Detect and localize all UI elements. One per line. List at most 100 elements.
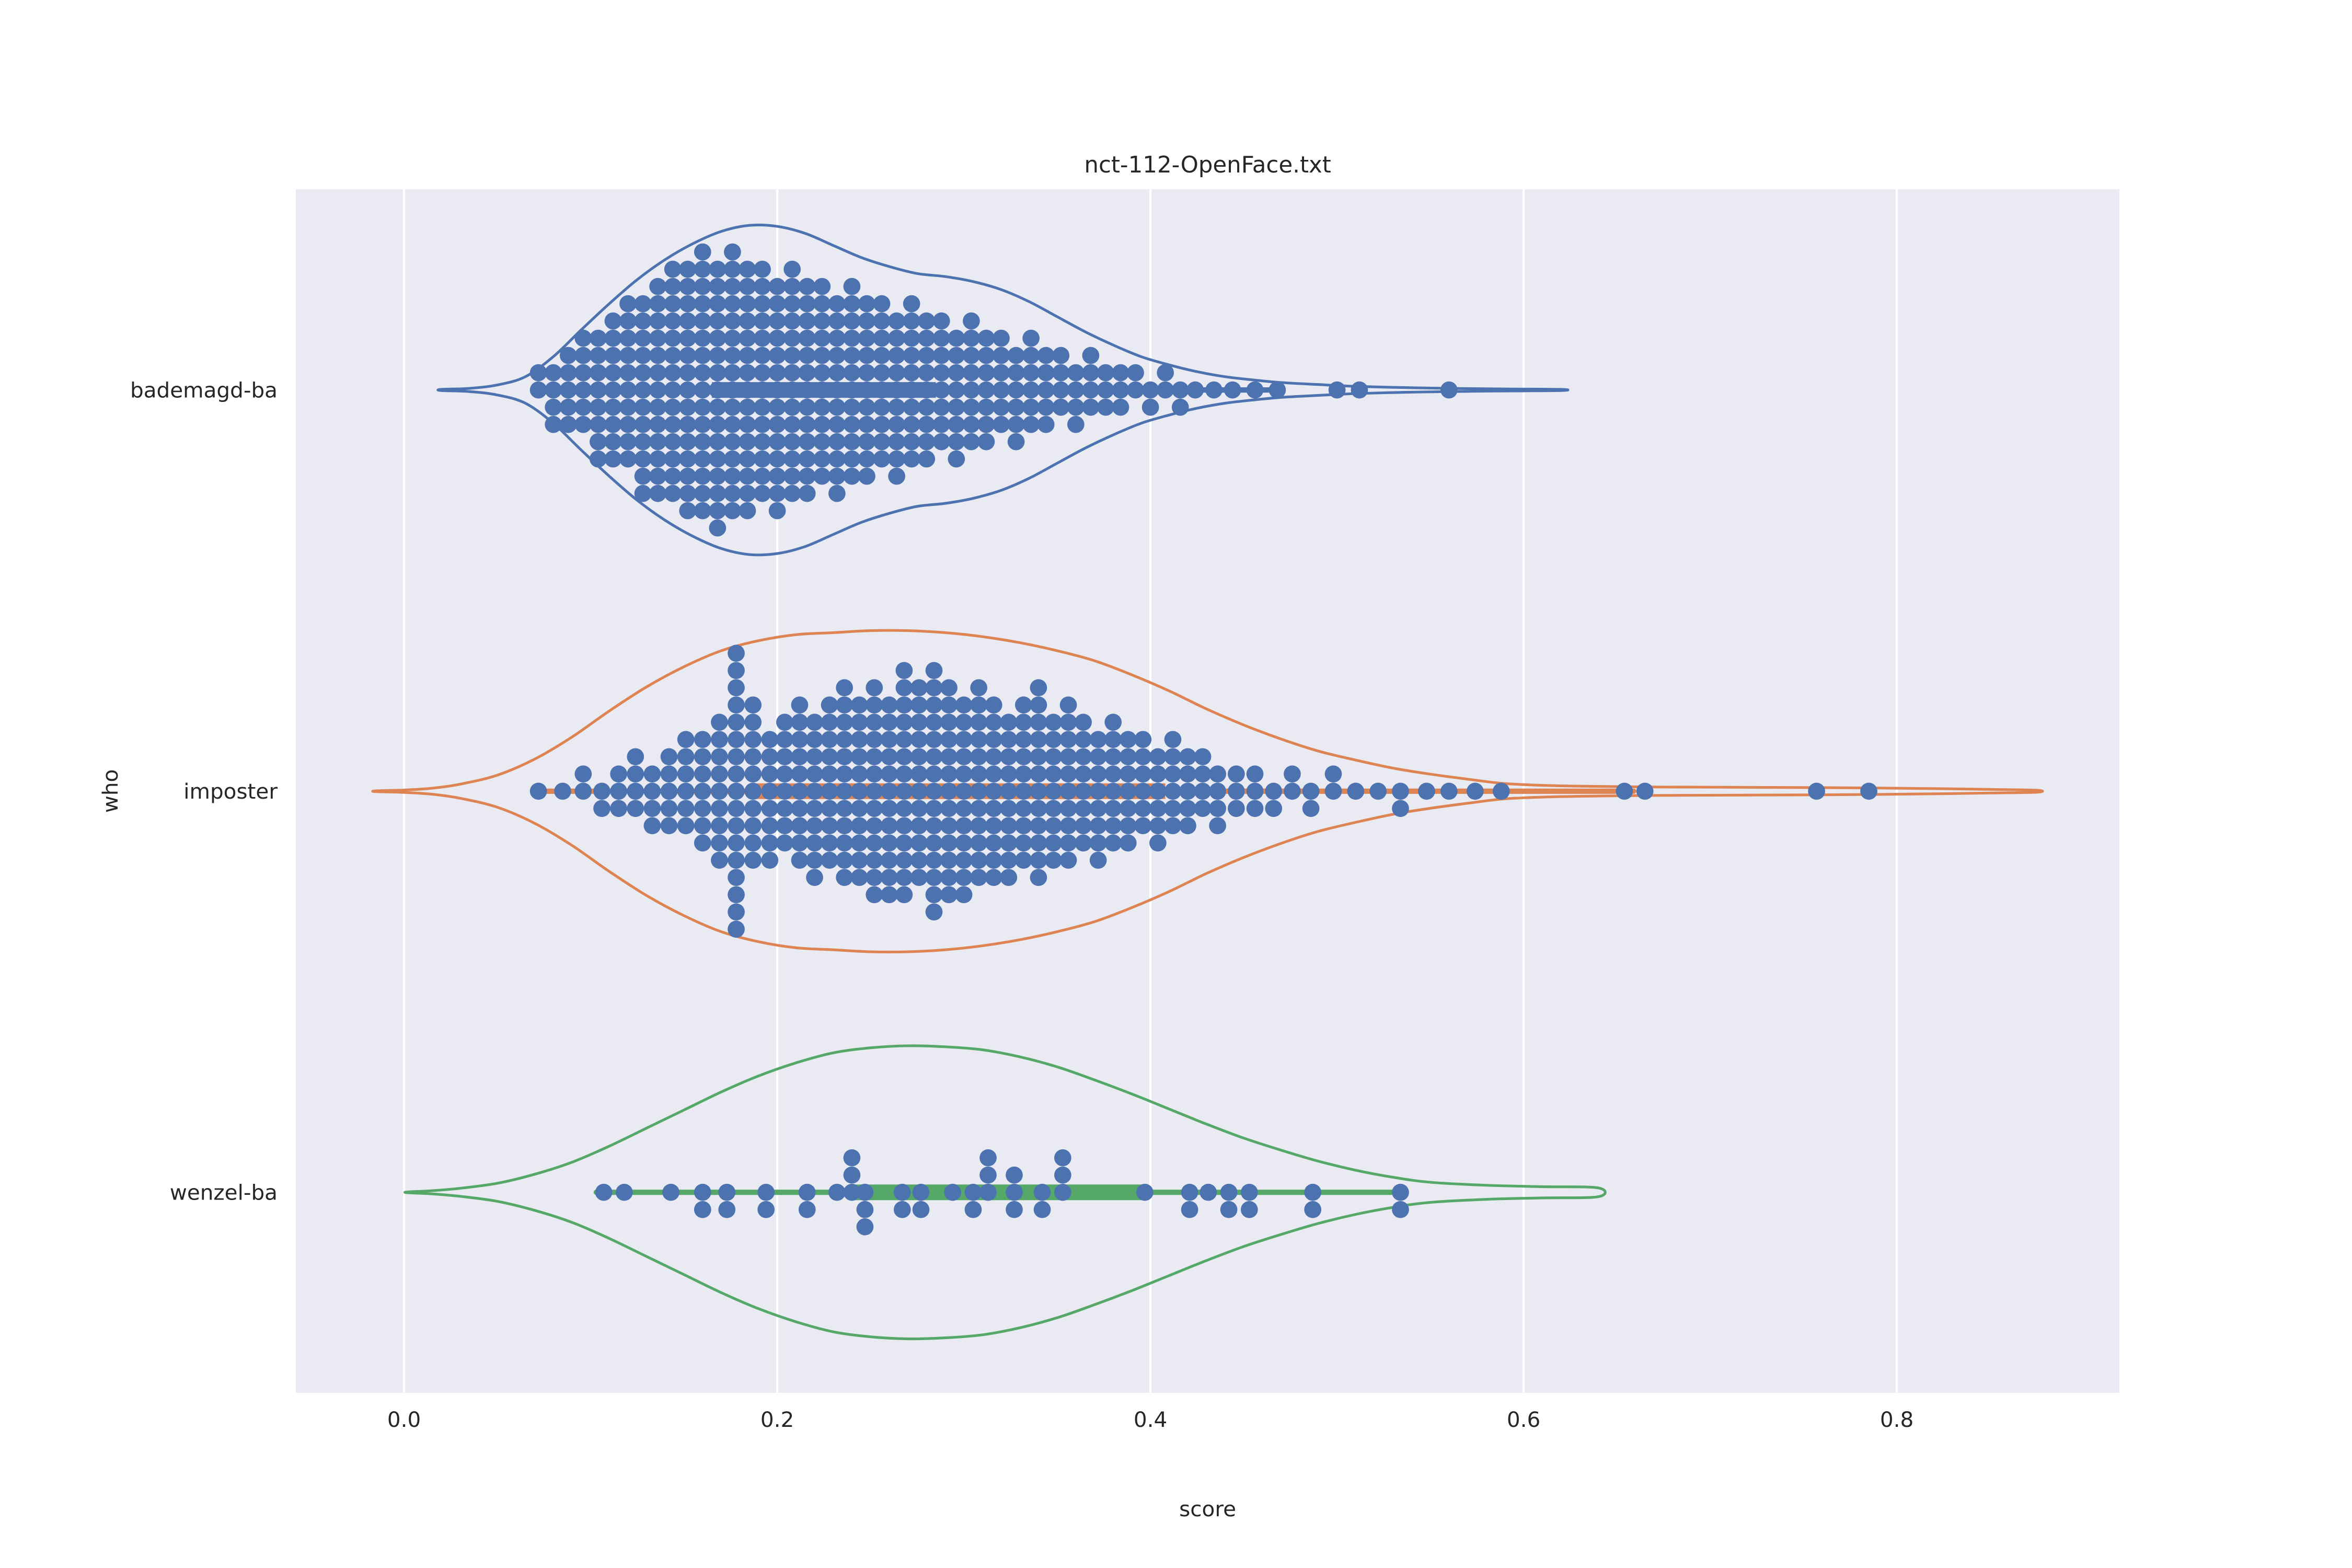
swarm-dot	[895, 765, 913, 783]
swarm-dot	[728, 869, 745, 886]
swarm-dot	[694, 782, 711, 800]
swarm-dot	[1179, 800, 1196, 817]
swarm-dot	[970, 713, 988, 731]
swarm-dot	[895, 869, 913, 886]
swarm-dot	[1006, 1183, 1023, 1201]
swarm-dot	[1860, 782, 1877, 800]
swarm-dot	[677, 782, 695, 800]
swarm-dot	[955, 886, 973, 904]
swarm-dot	[1227, 800, 1245, 817]
swarm-dot	[858, 433, 875, 451]
swarm-dot	[970, 851, 988, 869]
swarm-dot	[694, 433, 711, 451]
swarm-dot	[694, 329, 711, 347]
swarm-dot	[1022, 329, 1040, 347]
swarm-dot	[1097, 381, 1114, 399]
swarm-dot	[1440, 782, 1458, 800]
swarm-dot	[1059, 800, 1077, 817]
swarm-dot	[993, 364, 1010, 382]
swarm-dot	[739, 416, 756, 433]
swarm-dot	[754, 450, 771, 468]
swarm-dot	[724, 467, 741, 485]
swarm-dot	[955, 817, 973, 835]
swarm-dot	[634, 381, 652, 399]
swarm-dot	[1194, 800, 1212, 817]
swarm-dot	[724, 312, 741, 330]
swarm-dot	[1007, 347, 1025, 364]
swarm-dot	[955, 834, 973, 852]
swarm-dot	[1104, 731, 1122, 748]
swarm-dot	[910, 869, 928, 886]
swarm-dot	[806, 817, 823, 835]
swarm-dot	[836, 748, 853, 766]
swarm-dot	[813, 467, 831, 485]
swarm-dot	[694, 278, 711, 295]
swarm-dot	[1347, 782, 1365, 800]
swarm-dot	[813, 312, 831, 330]
swarm-dot	[893, 1183, 911, 1201]
swarm-dot	[798, 295, 816, 313]
swarm-dot	[948, 398, 965, 416]
swarm-dot	[1089, 800, 1107, 817]
swarm-dot	[963, 347, 980, 364]
swarm-dot	[806, 765, 823, 783]
swarm-dot	[1059, 713, 1077, 731]
violins	[371, 223, 2044, 1341]
swarm-dot	[912, 1183, 930, 1201]
swarm-dot	[709, 260, 727, 278]
swarm-dot	[963, 398, 980, 416]
swarm-dot	[910, 731, 928, 748]
swarm-dot	[888, 329, 905, 347]
swarm-dot	[1045, 800, 1062, 817]
swarm-dot	[806, 834, 823, 852]
swarm-dot	[593, 782, 610, 800]
swarm-dot	[711, 748, 728, 766]
swarm-dot	[724, 347, 741, 364]
swarm-dot	[843, 381, 861, 399]
swarm-dot	[925, 765, 943, 783]
swarm-dot	[757, 1183, 775, 1201]
swarm-dot	[798, 433, 816, 451]
swarm-dot	[709, 278, 727, 295]
swarm-dot	[932, 329, 950, 347]
swarm-dot	[1022, 398, 1040, 416]
y-tick-label: wenzel-ba	[170, 1180, 278, 1205]
swarm-dot	[776, 765, 793, 783]
swarm-dot	[843, 295, 861, 313]
swarm-dot	[768, 502, 786, 520]
swarm-dot	[1134, 765, 1152, 783]
swarm-dot	[728, 713, 745, 731]
swarm-dot	[634, 450, 652, 468]
swarm-dot	[1089, 817, 1107, 835]
swarm-dot	[649, 329, 666, 347]
swarm-dot	[1045, 834, 1062, 852]
swarm-dot	[843, 347, 861, 364]
swarm-dot	[1037, 416, 1055, 433]
swarm-dot	[932, 364, 950, 382]
swarm-dot	[1119, 782, 1137, 800]
swarm-dot	[574, 398, 592, 416]
swarm-dot	[1636, 782, 1654, 800]
swarm-dot	[1220, 1201, 1238, 1218]
swarm-dot	[1000, 800, 1018, 817]
swarm-dot	[783, 450, 801, 468]
swarm-dot	[1030, 748, 1047, 766]
swarm-dot	[791, 731, 809, 748]
swarm-dot	[821, 782, 838, 800]
swarm-dot	[664, 381, 682, 399]
swarm-dot	[724, 485, 741, 502]
swarm-dot	[858, 312, 875, 330]
swarm-dot	[1328, 381, 1346, 399]
swarm-dot	[1134, 800, 1152, 817]
swarm-dot	[1269, 381, 1286, 399]
swarm-dot	[649, 295, 666, 313]
swarm-dot	[821, 713, 838, 731]
swarm-dot	[895, 731, 913, 748]
swarm-dot	[1037, 381, 1055, 399]
swarm-dot	[925, 869, 943, 886]
swarm-dot	[985, 817, 1002, 835]
swarm-dot	[948, 416, 965, 433]
swarm-dot	[604, 329, 622, 347]
swarm-dot	[955, 851, 973, 869]
swarm-dot	[791, 696, 809, 714]
